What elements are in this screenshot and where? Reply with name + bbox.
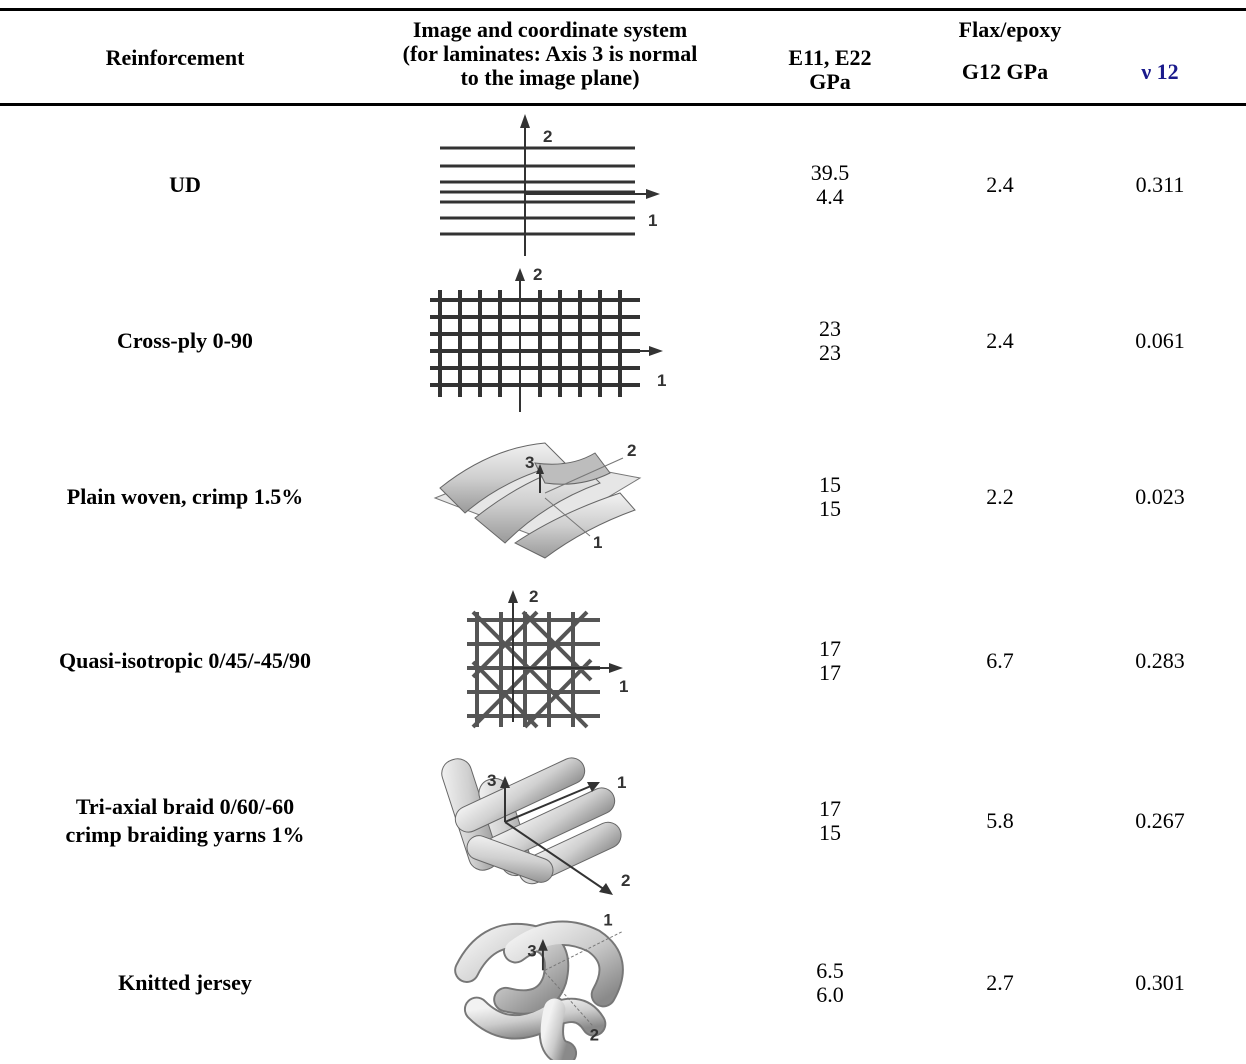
axis-label-1: 1 (593, 533, 602, 552)
reinforcement-name: UD (10, 106, 360, 264)
nu12-value: 0.301 (1135, 970, 1185, 995)
reinforcement-name-line: crimp braiding yarns 1% (65, 822, 305, 847)
header-flax-epoxy: Flax/epoxy (958, 17, 1062, 42)
g12-value: 2.4 (986, 172, 1014, 197)
e11-value: 6.5 (816, 958, 844, 983)
axis-label-3: 3 (487, 771, 496, 790)
e11-value: 23 (819, 316, 841, 341)
e22-value: 6.0 (816, 982, 844, 1007)
header-image-line-1: Image and coordinate system (412, 17, 688, 42)
e22-value: 17 (819, 660, 841, 685)
reinforcement-name: Quasi-isotropic 0/45/-45/90 (10, 582, 360, 740)
header-image-line-3: to the image plane) (460, 65, 640, 90)
e-values: 15 15 (770, 418, 890, 576)
e22-value: 4.4 (816, 184, 844, 209)
header-image-coordinate: Image and coordinate system (for laminat… (340, 18, 760, 90)
header-reinforcement: Reinforcement (105, 45, 245, 70)
ud-fiber-diagram-icon: 2 1 (395, 106, 685, 264)
reinforcement-name-line: Plain woven, crimp 1.5% (66, 484, 304, 509)
axis-label-2: 2 (590, 1025, 599, 1044)
header-nu12: ν 12 (1141, 59, 1179, 84)
reinforcement-name: Plain woven, crimp 1.5% (10, 418, 360, 576)
reinforcement-name: Knitted jersey (10, 902, 360, 1064)
axis-label-2: 2 (627, 441, 636, 460)
axis-label-3: 3 (525, 453, 534, 472)
reinforcement-name-line: UD (169, 172, 201, 197)
axis-label-2: 2 (621, 871, 630, 890)
axis-label-1: 1 (603, 910, 612, 929)
quasi-isotropic-grid-icon: 2 1 (395, 582, 685, 740)
e22-value: 15 (819, 820, 841, 845)
table-row: UD 2 1 39.5 4.4 2.4 0.311 (0, 106, 1246, 264)
e-values: 17 17 (770, 582, 890, 740)
cross-ply-grid-icon: 2 1 (395, 262, 685, 420)
nu12-value: 0.311 (1135, 172, 1185, 197)
axis-label-1: 1 (617, 773, 626, 792)
header-bottom-rule (0, 103, 1246, 106)
table-row: Cross-ply 0-90 (0, 262, 1246, 420)
reinforcement-name-line: Knitted jersey (118, 970, 252, 995)
axis-label-2: 2 (529, 587, 538, 606)
axis-label-1: 1 (619, 677, 628, 696)
axis-label-2: 2 (543, 127, 552, 146)
nu12-value: 0.023 (1135, 484, 1185, 509)
header-e-line-2: GPa (809, 69, 851, 94)
e11-value: 15 (819, 472, 841, 497)
table-row: Quasi-isotropic 0/45/-45/90 (0, 582, 1246, 740)
reinforcement-name: Cross-ply 0-90 (10, 262, 360, 420)
header-e11-e22: E11, E22 GPa (760, 46, 900, 94)
table-top-rule (0, 8, 1246, 11)
e22-value: 15 (819, 496, 841, 521)
axis-label-1: 1 (657, 371, 666, 390)
reinforcement-name: Tri-axial braid 0/60/-60 crimp braiding … (10, 742, 360, 900)
reinforcement-name-line: Tri-axial braid 0/60/-60 (75, 794, 295, 819)
plain-woven-3d-icon: 3 2 1 (395, 418, 685, 576)
nu12-value: 0.267 (1135, 808, 1185, 833)
table-row: Knitted jersey (0, 902, 1246, 1064)
reinforcement-name-line: Quasi-isotropic 0/45/-45/90 (59, 648, 311, 673)
triaxial-braid-3d-icon: 3 1 2 (395, 742, 685, 900)
knitted-jersey-3d-icon: 3 1 2 (395, 902, 685, 1064)
e-values: 39.5 4.4 (770, 106, 890, 264)
axis-label-1: 1 (648, 211, 657, 230)
e-values: 6.5 6.0 (770, 902, 890, 1064)
e11-value: 17 (819, 636, 841, 661)
nu12-value: 0.283 (1135, 648, 1185, 673)
g12-value: 2.7 (986, 970, 1014, 995)
table-row: Tri-axial braid 0/60/-60 crimp braiding … (0, 742, 1246, 900)
header-e-line-1: E11, E22 (788, 45, 872, 70)
e11-value: 17 (819, 796, 841, 821)
nu12-value: 0.061 (1135, 328, 1185, 353)
axis-label-2: 2 (533, 265, 542, 284)
g12-value: 6.7 (986, 648, 1014, 673)
e-values: 23 23 (770, 262, 890, 420)
g12-value: 2.2 (986, 484, 1014, 509)
reinforcement-name-line: Cross-ply 0-90 (117, 328, 253, 353)
e-values: 17 15 (770, 742, 890, 900)
e22-value: 23 (819, 340, 841, 365)
header-g12: G12 GPa (961, 59, 1049, 84)
header-image-line-2: (for laminates: Axis 3 is normal (402, 41, 698, 66)
axis-label-3: 3 (527, 942, 536, 961)
g12-value: 5.8 (986, 808, 1014, 833)
table-row: Plain woven, crimp 1.5% 3 2 1 (0, 418, 1246, 576)
g12-value: 2.4 (986, 328, 1014, 353)
e11-value: 39.5 (810, 160, 850, 185)
